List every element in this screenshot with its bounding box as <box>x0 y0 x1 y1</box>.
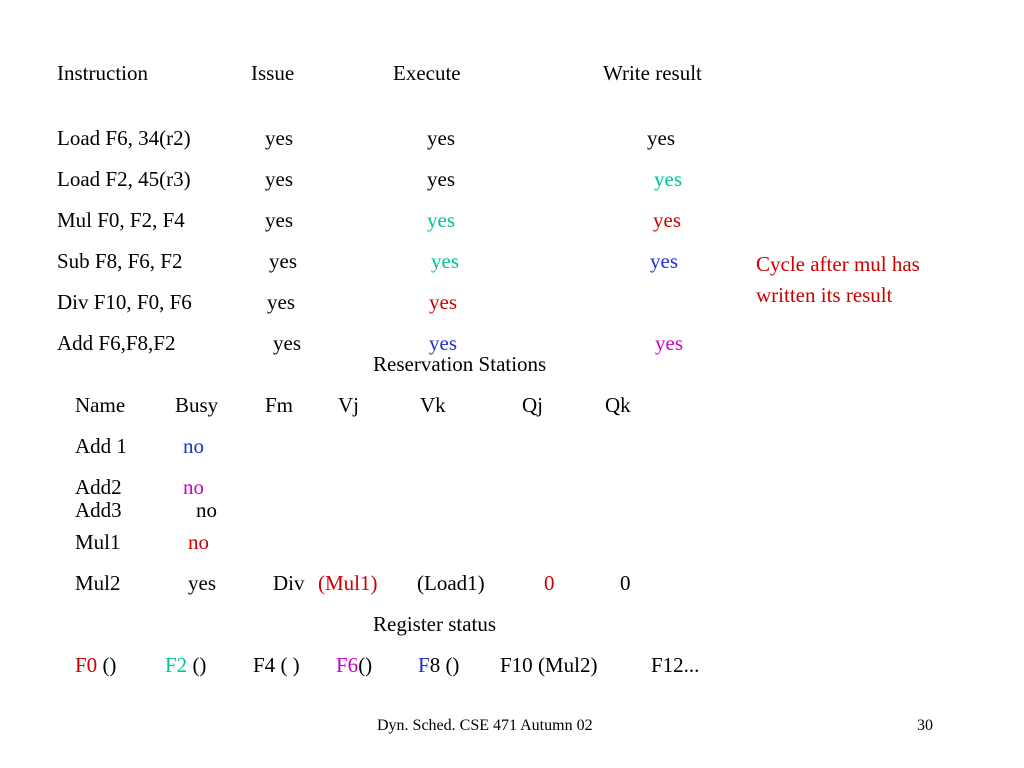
instruction-name: Load F2, 45(r3) <box>57 167 191 191</box>
register-value: () <box>97 653 117 677</box>
reservation-stations-title: Reservation Stations <box>373 352 547 376</box>
issue-cell: yes <box>269 249 297 273</box>
rs-qj: 0 <box>544 571 555 595</box>
execute-cell: yes <box>429 331 457 355</box>
register-entry-f0: F0 () <box>75 653 116 677</box>
rs-name: Add3 <box>75 498 122 522</box>
cycle-note: Cycle after mul has written its result <box>756 252 920 307</box>
rs-vk: (Load1) <box>417 571 485 595</box>
instruction-name: Load F6, 34(r2) <box>57 126 191 150</box>
rs-name: Add2 <box>75 475 122 499</box>
register-entry-f12: F12... <box>651 653 699 677</box>
rs-header-name: Name <box>75 393 126 417</box>
rs-busy: yes <box>188 571 216 595</box>
execute-cell: yes <box>429 290 457 314</box>
write-cell: yes <box>647 126 675 150</box>
register-name: F12... <box>651 653 700 677</box>
register-name: F2 <box>165 653 188 677</box>
register-entry-f6: F6() <box>336 653 372 677</box>
rs-header-vj: Vj <box>338 393 359 417</box>
register-name: F6 <box>336 653 359 677</box>
rs-qk: 0 <box>620 571 631 595</box>
footer-text: Dyn. Sched. CSE 471 Autumn 02 <box>377 717 593 734</box>
rs-header-qj: Qj <box>522 393 543 417</box>
register-value: ( ) <box>275 653 300 677</box>
rs-name: Add 1 <box>75 434 127 458</box>
register-entry-f2: F2 () <box>165 653 206 677</box>
instruction-name: Mul F0, F2, F4 <box>57 208 185 232</box>
rs-header-fm: Fm <box>265 393 294 417</box>
instruction-name: Sub F8, F6, F2 <box>57 249 183 273</box>
execute-cell: yes <box>427 167 455 191</box>
register-entry-f10: F10 (Mul2) <box>500 653 597 677</box>
instruction-name: Add F6,F8,F2 <box>57 331 176 355</box>
rs-header-qk: Qk <box>605 393 631 417</box>
rs-busy: no <box>188 530 209 554</box>
instruction-name: Div F10, F0, F6 <box>57 290 192 314</box>
rs-header-busy: Busy <box>175 393 219 417</box>
register-entry-f4: F4 ( ) <box>253 653 300 677</box>
issue-cell: yes <box>265 126 293 150</box>
rs-busy: no <box>183 475 204 499</box>
rs-header-vk: Vk <box>420 393 446 417</box>
register-value: () <box>187 653 207 677</box>
page-number: 30 <box>917 717 933 734</box>
rs-busy: no <box>183 434 204 458</box>
register-name: F10 <box>500 653 533 677</box>
write-cell: yes <box>650 249 678 273</box>
write-cell: yes <box>655 331 683 355</box>
register-value: 8 () <box>429 653 460 677</box>
register-name: F0 <box>75 653 98 677</box>
register-value: (Mul2) <box>532 653 598 677</box>
rs-name: Mul2 <box>75 571 121 595</box>
rs-vj: (Mul1) <box>318 571 378 595</box>
register-value: () <box>358 653 373 677</box>
issue-cell: yes <box>267 290 295 314</box>
write-cell: yes <box>654 167 682 191</box>
register-status-title: Register status <box>373 612 497 636</box>
header-write-result: Write result <box>603 61 702 85</box>
write-cell: yes <box>653 208 681 232</box>
register-entry-f8: F8 () <box>418 653 459 677</box>
execute-cell: yes <box>427 126 455 150</box>
issue-cell: yes <box>265 208 293 232</box>
rs-fm: Div <box>273 571 305 595</box>
rs-name: Mul1 <box>75 530 121 554</box>
issue-cell: yes <box>273 331 301 355</box>
execute-cell: yes <box>427 208 455 232</box>
register-name: F4 <box>253 653 276 677</box>
issue-cell: yes <box>265 167 293 191</box>
header-execute: Execute <box>393 61 461 85</box>
execute-cell: yes <box>431 249 459 273</box>
register-name: F <box>418 653 430 677</box>
header-instruction: Instruction <box>57 61 148 85</box>
header-issue: Issue <box>251 61 295 85</box>
rs-busy: no <box>196 498 217 522</box>
